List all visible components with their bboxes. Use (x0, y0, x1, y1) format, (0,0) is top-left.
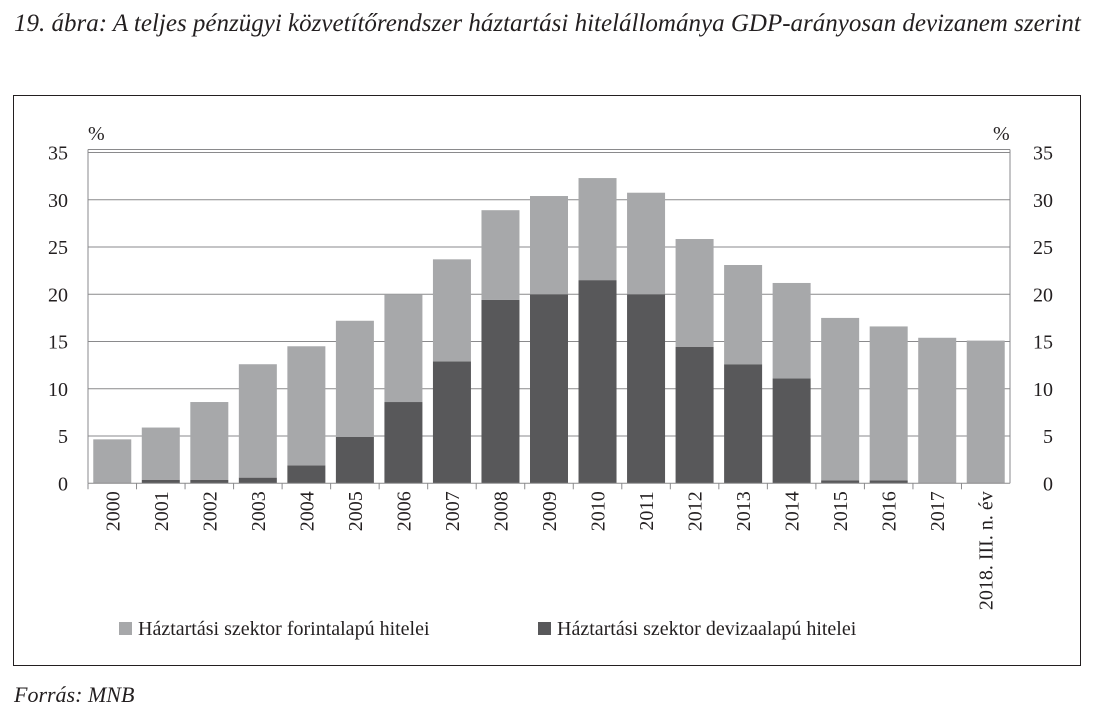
bar-deviza-2003 (238, 477, 277, 484)
y-tick-left: 30 (48, 190, 68, 212)
bar-forint-2003 (238, 364, 277, 478)
y-tick-right: 5 (1043, 426, 1053, 448)
bar-deviza-2008 (481, 299, 520, 484)
bar-deviza-2009 (530, 294, 568, 484)
x-tick-label: 2014 (782, 491, 804, 531)
bar-forint-2002 (190, 402, 229, 480)
bar-deviza-2016 (869, 480, 908, 484)
y-tick-left: 15 (48, 332, 68, 354)
x-tick-label: 2005 (345, 491, 367, 531)
y-tick-left: 20 (48, 284, 68, 306)
x-tick-label: 2012 (685, 491, 707, 531)
x-tick-label: 2015 (830, 491, 852, 531)
x-tick-label: 2016 (879, 491, 901, 531)
x-tick-label: 2000 (102, 491, 124, 531)
y-tick-left: 35 (48, 143, 68, 165)
figure-title: 19. ábra: A teljes pénzügyi közvetítőren… (14, 10, 1081, 37)
y-tick-left: 0 (58, 473, 68, 495)
bar-deviza-2007 (432, 361, 471, 484)
bar-forint-2015 (821, 317, 860, 481)
y-tick-left: 5 (58, 426, 68, 448)
y-tick-right: 0 (1043, 473, 1053, 495)
legend-label-deviza: Háztartási szektor devizaalapú hitelei (557, 618, 857, 640)
y-tick-right: 25 (1033, 237, 1053, 259)
y-tick-right: 30 (1033, 190, 1053, 212)
bar-forint-2011 (627, 192, 666, 295)
bar-forint-2018 (966, 340, 1005, 484)
x-tick-label: 2001 (151, 491, 173, 531)
y-unit-right: % (993, 123, 1010, 145)
bar-forint-2001 (141, 427, 180, 480)
bar-deviza-2013 (724, 364, 763, 484)
x-tick-label: 2007 (442, 491, 464, 531)
y-tick-left: 25 (48, 237, 68, 259)
bar-forint-2012 (675, 239, 714, 347)
legend-swatch-forint (119, 622, 132, 635)
x-tick-label: 2006 (393, 491, 415, 531)
bar-deviza-2011 (627, 294, 666, 484)
bar-deviza-2001 (141, 479, 180, 484)
bar-deviza-2005 (335, 436, 374, 484)
x-tick-label: 2008 (490, 491, 512, 531)
x-tick-label: 2010 (588, 491, 610, 531)
bar-forint-2006 (384, 294, 423, 403)
y-unit-left: % (88, 123, 105, 145)
source-note: Forrás: MNB (14, 682, 135, 707)
bar-deviza-2002 (190, 479, 229, 484)
bar-forint-2007 (432, 259, 471, 362)
bar-forint-2013 (724, 265, 763, 365)
bar-deviza-2010 (578, 280, 617, 484)
x-tick-label: 2011 (636, 491, 658, 530)
bar-forint-2008 (481, 210, 520, 300)
legend-label-forint: Háztartási szektor forintalapú hitelei (138, 618, 430, 640)
y-tick-right: 20 (1033, 284, 1053, 306)
bar-deviza-2015 (821, 480, 860, 484)
bar-forint-2004 (287, 346, 326, 466)
bar-deviza-2012 (675, 346, 714, 484)
bar-forint-2005 (335, 320, 374, 437)
bar-forint-2017 (918, 337, 957, 484)
legend-swatch-deviza (538, 622, 551, 635)
x-tick-label: 2017 (927, 491, 949, 531)
x-tick-label: 2002 (199, 491, 221, 531)
y-tick-left: 10 (48, 379, 68, 401)
bar-forint-2009 (530, 196, 568, 295)
bar-deviza-2014 (772, 378, 811, 484)
x-tick-label: 2004 (296, 491, 318, 531)
y-tick-right: 35 (1033, 143, 1053, 165)
y-tick-right: 15 (1033, 332, 1053, 354)
x-tick-label: 2003 (248, 491, 270, 531)
chart-frame (13, 95, 1081, 666)
bar-forint-2010 (578, 178, 617, 281)
x-tick-label: 2013 (733, 491, 755, 531)
x-tick-label: 2009 (539, 491, 561, 531)
bar-deviza-2006 (384, 402, 423, 484)
x-tick-label: 2018. III. n. év (976, 491, 998, 610)
y-tick-right: 10 (1033, 379, 1053, 401)
bar-forint-2014 (772, 282, 811, 379)
bar-forint-2000 (93, 439, 132, 484)
bar-forint-2016 (869, 326, 908, 481)
bar-deviza-2004 (287, 465, 326, 484)
legend: Háztartási szektor forintalapú hitelei H… (119, 618, 857, 640)
